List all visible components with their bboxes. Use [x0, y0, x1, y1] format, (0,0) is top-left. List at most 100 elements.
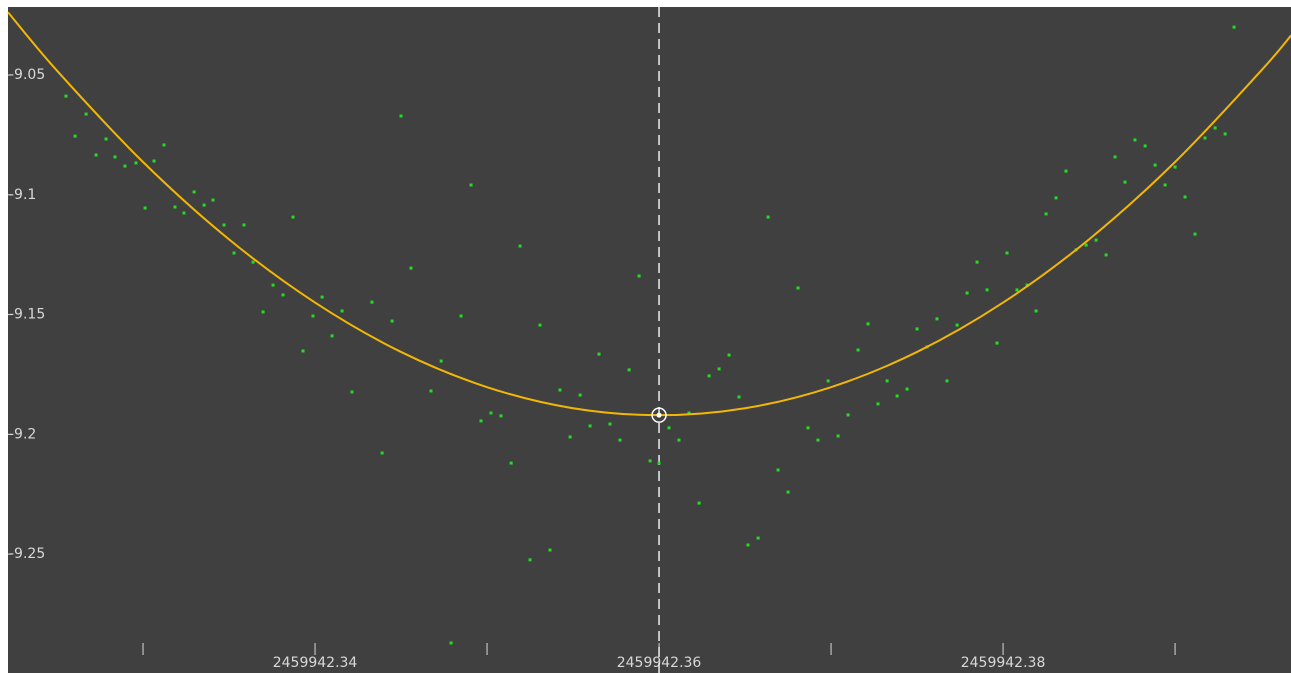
data-point	[846, 413, 850, 417]
data-point	[895, 394, 899, 398]
data-point	[242, 223, 246, 227]
data-point	[499, 414, 503, 418]
data-point	[350, 390, 354, 394]
data-point	[281, 293, 285, 297]
data-point	[509, 461, 513, 465]
data-point	[707, 374, 711, 378]
data-point	[94, 153, 98, 157]
data-point	[1005, 251, 1009, 255]
y-tick-label: -9.2	[9, 426, 36, 442]
data-point	[756, 536, 760, 540]
data-point	[479, 419, 483, 423]
data-point	[648, 459, 652, 463]
data-point	[885, 379, 889, 383]
data-point	[836, 434, 840, 438]
y-tick-label: -9.25	[9, 546, 45, 562]
y-tick-label: -9.05	[9, 67, 45, 83]
data-point	[1183, 195, 1187, 199]
data-point	[1213, 126, 1217, 130]
data-point	[439, 359, 443, 363]
data-point	[717, 367, 721, 371]
data-point	[330, 334, 334, 338]
data-point	[657, 461, 661, 465]
data-point	[945, 379, 949, 383]
data-point	[64, 94, 68, 98]
data-point	[399, 114, 403, 118]
data-point	[597, 352, 601, 356]
data-point	[1034, 309, 1038, 313]
data-point	[251, 260, 255, 264]
data-point	[192, 190, 196, 194]
data-point	[538, 323, 542, 327]
data-point	[826, 379, 830, 383]
data-point	[311, 314, 315, 318]
data-point	[816, 438, 820, 442]
data-point	[528, 558, 532, 562]
data-point	[1143, 144, 1147, 148]
data-point	[123, 164, 127, 168]
data-point	[637, 274, 641, 278]
data-point	[1104, 253, 1108, 257]
data-point	[232, 251, 236, 255]
data-point	[677, 438, 681, 442]
data-point	[518, 244, 522, 248]
data-point	[469, 183, 473, 187]
data-point	[340, 309, 344, 313]
data-point	[1044, 212, 1048, 216]
data-point	[995, 341, 999, 345]
data-point	[558, 388, 562, 392]
plot-background	[8, 7, 1291, 673]
data-point	[459, 314, 463, 318]
data-point	[1173, 165, 1177, 169]
data-point	[1094, 238, 1098, 242]
data-point	[856, 348, 860, 352]
data-point	[202, 203, 206, 207]
data-point	[568, 435, 572, 439]
data-point	[1015, 288, 1019, 292]
data-point	[1133, 138, 1137, 142]
data-point	[796, 286, 800, 290]
data-point	[608, 422, 612, 426]
data-point	[806, 426, 810, 430]
data-point	[152, 159, 156, 163]
data-point	[134, 161, 138, 165]
data-point	[291, 215, 295, 219]
minimum-marker	[651, 407, 667, 423]
data-point	[380, 451, 384, 455]
data-point	[1223, 132, 1227, 136]
data-point	[1163, 183, 1167, 187]
data-point	[104, 137, 108, 141]
data-point	[1193, 232, 1197, 236]
y-tick-label: -9.1	[9, 187, 36, 203]
data-point	[1113, 155, 1117, 159]
data-point	[1084, 243, 1088, 247]
data-point	[776, 468, 780, 472]
data-point	[162, 143, 166, 147]
data-point	[588, 424, 592, 428]
data-point	[409, 266, 413, 270]
data-point	[786, 490, 790, 494]
data-point	[271, 283, 275, 287]
data-point	[975, 260, 979, 264]
data-point	[905, 387, 909, 391]
minimum-marker-dot	[656, 412, 662, 418]
data-point	[697, 501, 701, 505]
data-point	[667, 426, 671, 430]
data-point	[915, 327, 919, 331]
data-point	[113, 155, 117, 159]
x-tick-label: 2459942.38	[961, 655, 1046, 671]
y-tick-label: -9.15	[9, 307, 45, 323]
data-point	[261, 310, 265, 314]
data-point	[301, 349, 305, 353]
data-point	[935, 317, 939, 321]
data-point	[320, 295, 324, 299]
data-point	[370, 300, 374, 304]
data-point	[876, 402, 880, 406]
data-point	[965, 291, 969, 295]
data-point	[727, 353, 731, 357]
data-point	[955, 323, 959, 327]
data-point	[1123, 180, 1127, 184]
data-point	[211, 198, 215, 202]
data-point	[84, 112, 88, 116]
data-point	[985, 288, 989, 292]
